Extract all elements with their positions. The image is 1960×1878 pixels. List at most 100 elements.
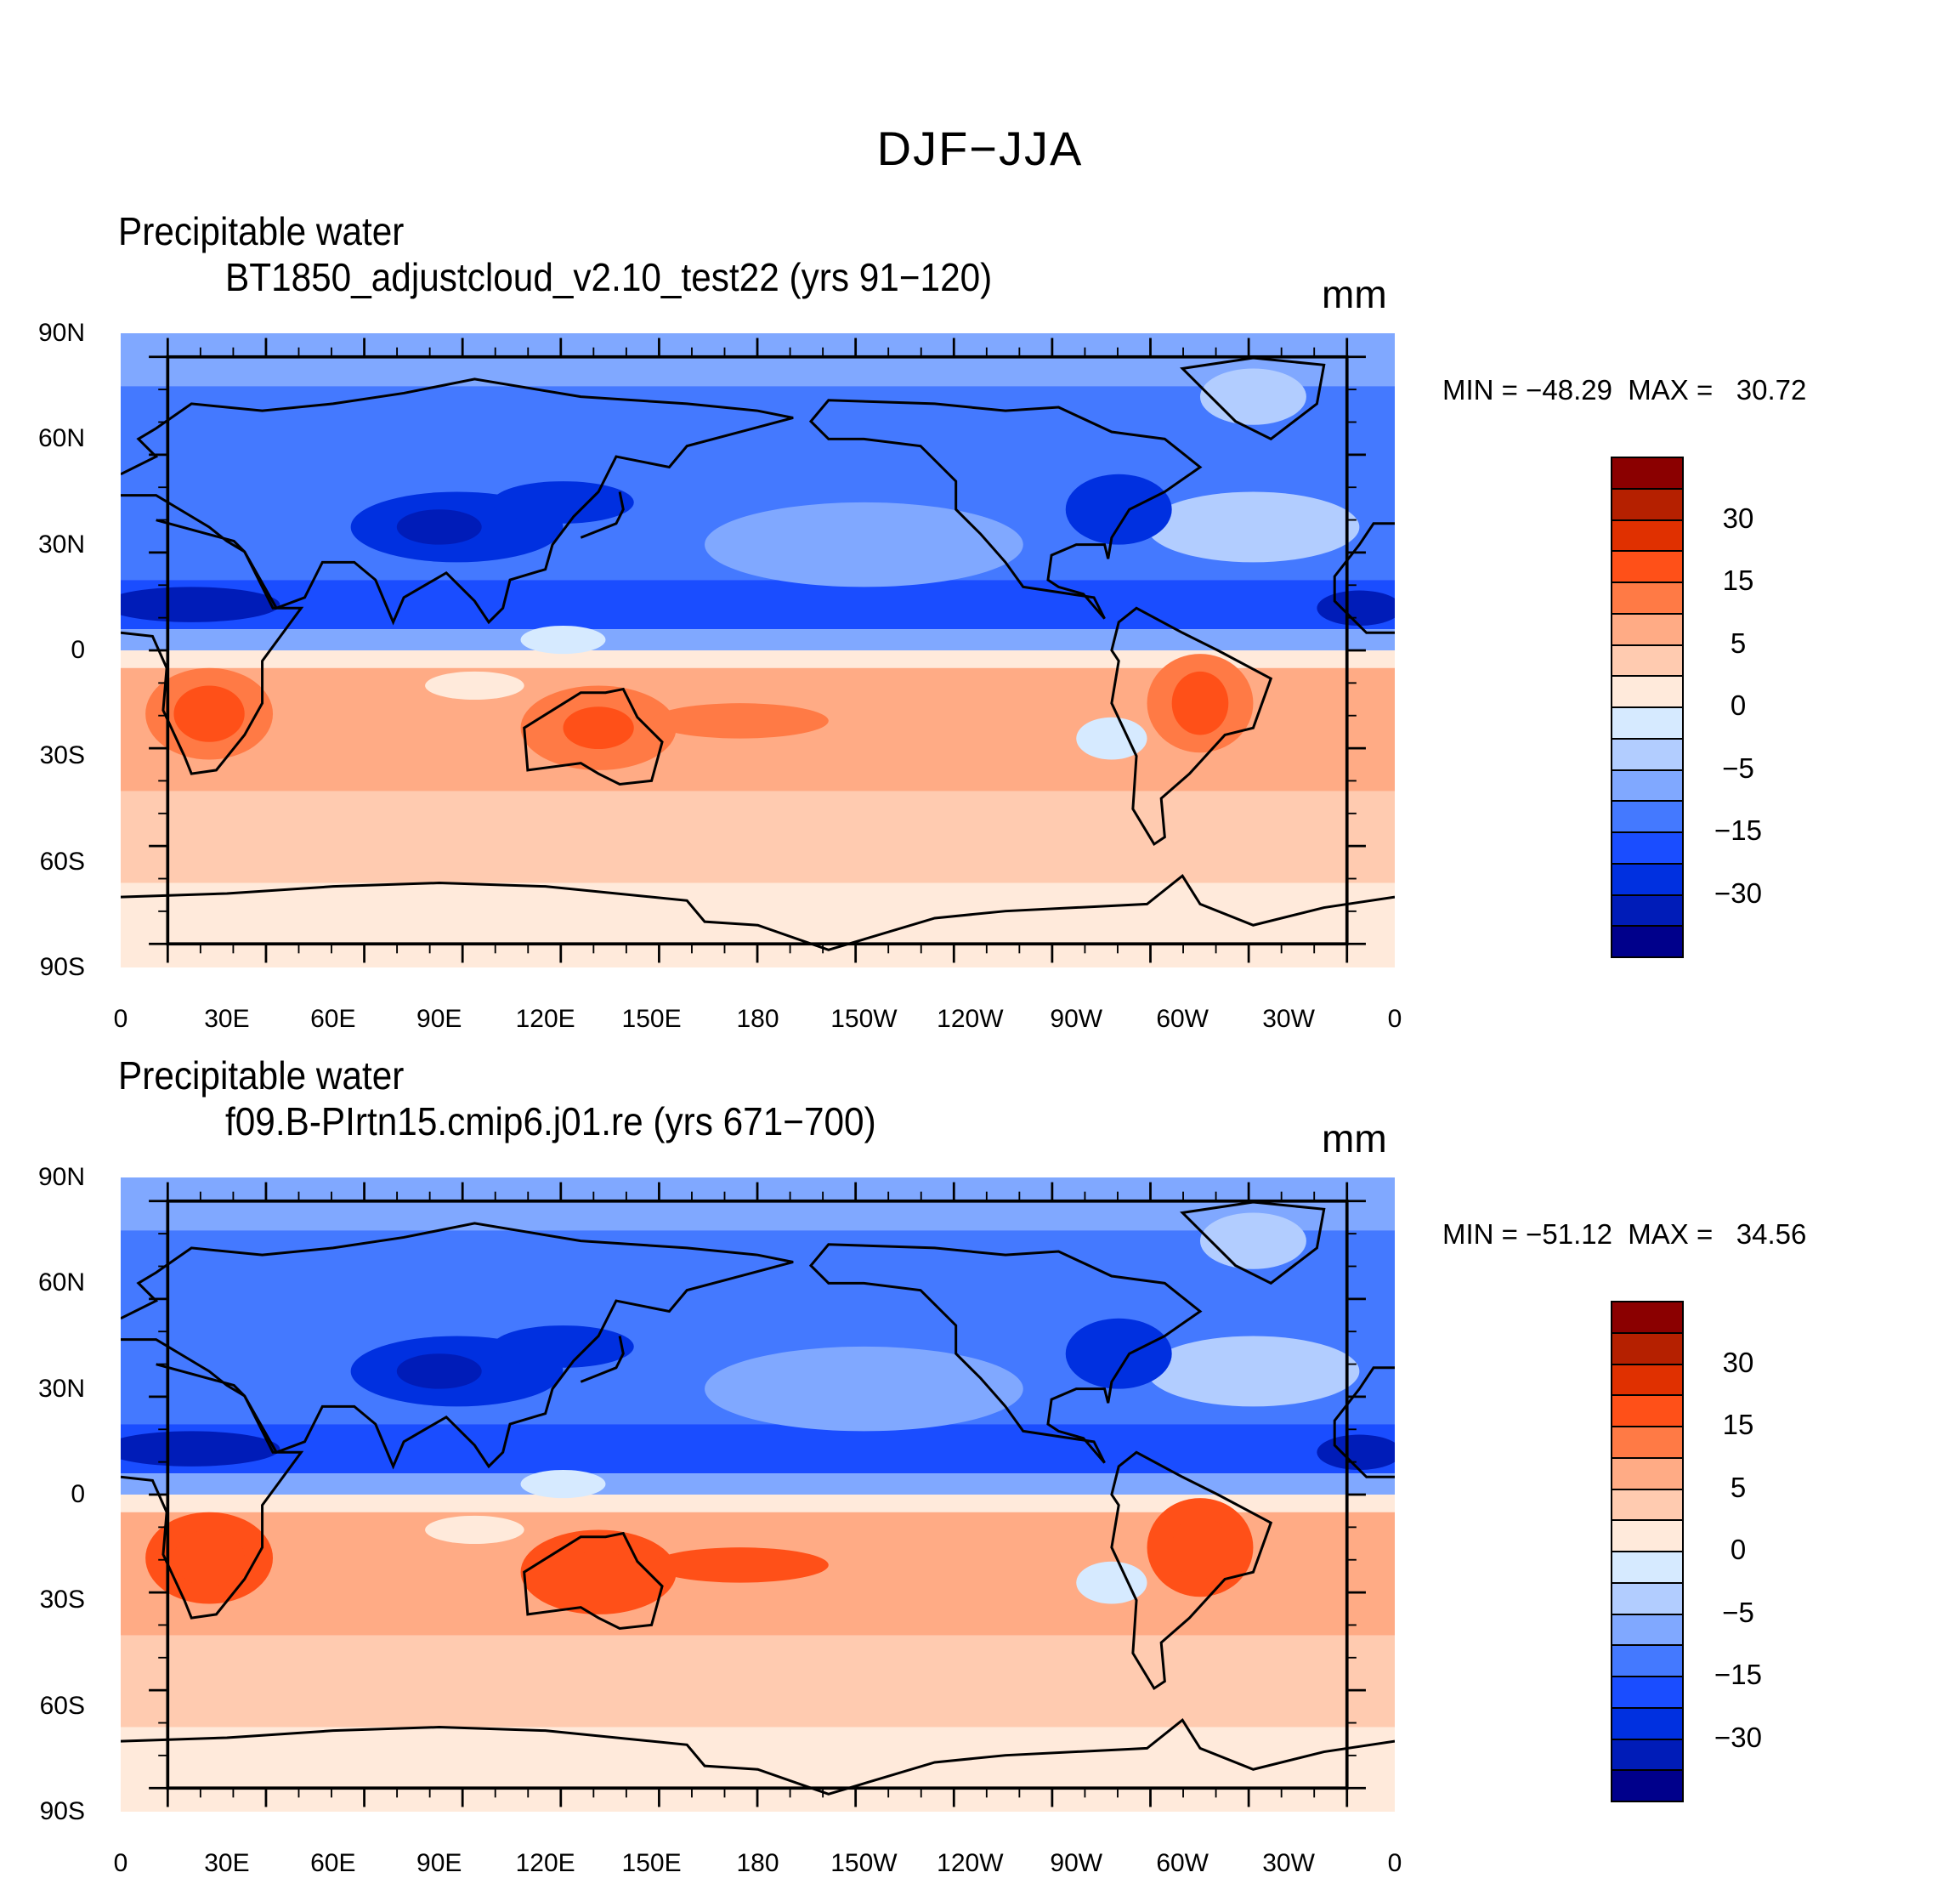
coastline-namerica (811, 1245, 1200, 1463)
coastline-antarctica (121, 1720, 1395, 1794)
colorbar-box (1611, 487, 1684, 521)
colorbar-box (1611, 1769, 1684, 1802)
lon-tick-label: 180 (736, 1849, 779, 1877)
coastline-africaW (1334, 1368, 1395, 1477)
lat-tick-label: 0 (71, 1480, 85, 1508)
colorbar-box (1611, 1738, 1684, 1772)
colorbar-box (1611, 582, 1684, 615)
colorbar-label: −30 (1714, 1721, 1762, 1753)
map-panel (121, 1177, 1395, 1812)
contour-region (1076, 717, 1147, 760)
colorbar-label: 15 (1722, 565, 1754, 596)
left-title: Precipitable water (118, 1053, 405, 1098)
lon-tick-label: 120W (937, 1005, 1004, 1033)
map-frame (166, 1199, 1349, 1790)
coastline-antarctica (121, 876, 1395, 950)
contour-band (121, 1635, 1395, 1728)
lon-tick-label: 60E (310, 1849, 356, 1877)
contour-region (1317, 1434, 1395, 1470)
coastline-namerica (811, 400, 1200, 619)
colorbar-box (1611, 706, 1684, 740)
lon-tick-label: 0 (113, 1849, 128, 1877)
contour-region (173, 685, 245, 742)
lon-tick-label: 150E (621, 1005, 682, 1033)
coastline-australia (524, 689, 662, 785)
map-field (121, 1177, 1395, 1812)
lat-tick-label: 30N (37, 1374, 85, 1403)
colorbar-box (1611, 831, 1684, 865)
lat-tick-label: 90S (39, 953, 85, 981)
colorbar-box (1611, 1519, 1684, 1552)
contour-region (563, 706, 634, 750)
coastline-samerica (1112, 608, 1271, 844)
colorbar-label: 30 (1722, 502, 1754, 534)
center-title: BT1850_adjustcloud_v2.10_test22 (yrs 91−… (225, 255, 993, 299)
contour-region (563, 1551, 634, 1594)
colorbar-box (1611, 894, 1684, 928)
lat-tick-label: 90N (37, 1163, 85, 1191)
colorbar-box (1611, 1488, 1684, 1522)
coastline-australia (524, 1534, 662, 1629)
map-axes (149, 1182, 1366, 1807)
colorbar-label: −5 (1722, 752, 1754, 784)
colorbar-label: 0 (1730, 1534, 1747, 1565)
contour-region (121, 1431, 280, 1467)
contour-region (1317, 590, 1395, 626)
coastline-greenland (1182, 358, 1324, 439)
colorbar-box (1611, 644, 1684, 678)
colorbar-box (1611, 1644, 1684, 1677)
lon-tick-label: 0 (1387, 1849, 1402, 1877)
colorbar-box (1611, 1363, 1684, 1397)
colorbar-box (1611, 925, 1684, 958)
units-label: mm (1322, 272, 1387, 316)
colorbar-label: −5 (1722, 1596, 1754, 1628)
colorbar-box (1611, 519, 1684, 553)
contour-region (425, 1515, 524, 1545)
contour-region (520, 1469, 606, 1499)
contour-region (1076, 1561, 1147, 1604)
figure-title: DJF−JJA (876, 122, 1084, 175)
left-title: Precipitable water (118, 209, 405, 253)
lat-tick-label: 60N (37, 1268, 85, 1297)
map-field (121, 333, 1395, 967)
colorbar-label: 0 (1730, 689, 1747, 721)
contour-region (1147, 1336, 1360, 1407)
colorbar-box (1611, 737, 1684, 771)
lon-tick-label: 120E (515, 1005, 575, 1033)
center-title: f09.B-PIrtn15.cmip6.j01.re (yrs 671−700) (225, 1099, 876, 1143)
colorbar-box (1611, 1301, 1684, 1334)
colorbar-box (1611, 1613, 1684, 1647)
colorbar-label: −15 (1714, 1659, 1762, 1690)
colorbar-box (1611, 1394, 1684, 1427)
colorbar-box (1611, 550, 1684, 583)
contour-region (173, 1529, 245, 1586)
lat-tick-label: 60N (37, 424, 85, 453)
colorbar-label: 5 (1730, 1471, 1747, 1503)
contour-band (121, 580, 1395, 630)
coastline-greenland (1182, 1202, 1324, 1283)
lon-tick-label: 30E (204, 1005, 250, 1033)
coastline-eurasia (121, 1223, 793, 1467)
coastline-samerica (1112, 1452, 1271, 1688)
lat-tick-label: 90N (37, 319, 85, 347)
lat-tick-label: 30S (39, 1586, 85, 1614)
lon-tick-label: 180 (736, 1005, 779, 1033)
contour-region (121, 587, 280, 622)
contour-region (396, 509, 482, 545)
colorbar-label: 5 (1730, 627, 1747, 659)
colorbar-box (1611, 1676, 1684, 1709)
colorbar-label: −30 (1714, 877, 1762, 909)
lon-tick-label: 30E (204, 1849, 250, 1877)
colorbar-box (1611, 1426, 1684, 1459)
colorbar-label: −15 (1714, 814, 1762, 846)
lon-tick-label: 120E (515, 1849, 575, 1877)
colorbar-box (1611, 675, 1684, 708)
coastline-japan (581, 1336, 623, 1382)
lon-tick-label: 150W (830, 1005, 898, 1033)
contour-region (651, 703, 829, 739)
contour-band (121, 1424, 1395, 1474)
lat-tick-label: 30S (39, 741, 85, 770)
lon-tick-label: 60W (1156, 1005, 1209, 1033)
colorbar-box (1611, 769, 1684, 803)
colorbar-box (1611, 1581, 1684, 1615)
